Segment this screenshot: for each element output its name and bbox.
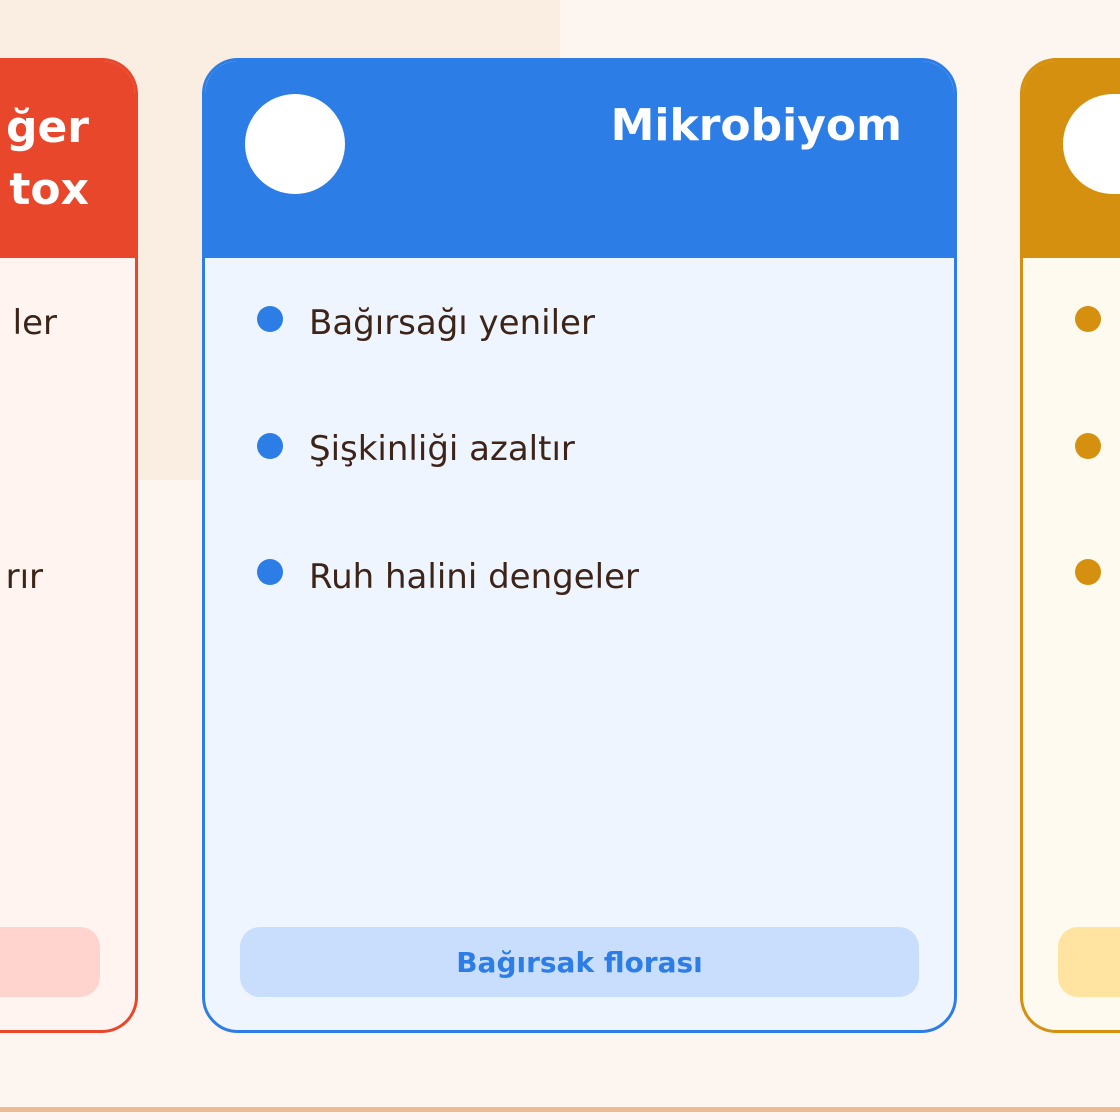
- circle-icon: [1063, 94, 1120, 194]
- card-header: Mikrobiyom: [205, 61, 954, 258]
- circle-icon: [245, 94, 345, 194]
- list-item: rır: [5, 557, 43, 597]
- card-title: Mikrobiyom: [610, 100, 902, 151]
- divider: [0, 1107, 1120, 1112]
- bullet-icon: [1075, 306, 1101, 332]
- list-item-text: Bağırsağı yeniler: [309, 303, 595, 343]
- list-item-text: Ruh halini dengeler: [309, 557, 639, 597]
- title-line: ğer: [5, 102, 89, 153]
- card-tag: [1058, 927, 1120, 997]
- card-header: ğer tox: [0, 61, 135, 258]
- list-item-text: Şişkinliği azaltır: [309, 429, 575, 469]
- card-tag: Bağırsak florası: [240, 927, 919, 997]
- card-tag: [0, 927, 100, 997]
- bullet-icon: [257, 433, 283, 459]
- bullet-icon: [257, 559, 283, 585]
- title-line: tox: [9, 164, 89, 215]
- card-liver-detox[interactable]: ğer tox ler rır: [0, 58, 138, 1033]
- bullet-icon: [1075, 433, 1101, 459]
- bullet-icon: [1075, 559, 1101, 585]
- card-orange[interactable]: [1020, 58, 1120, 1033]
- list-item: ler: [12, 303, 57, 343]
- card-header: [1023, 61, 1120, 258]
- card-mikrobiyom[interactable]: Mikrobiyom Bağırsağı yeniler Şişkinliği …: [202, 58, 957, 1033]
- bullet-icon: [257, 306, 283, 332]
- card-title: ğer tox: [6, 97, 89, 221]
